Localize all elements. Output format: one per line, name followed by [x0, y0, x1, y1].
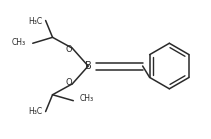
- Text: O: O: [65, 78, 72, 87]
- Text: CH₃: CH₃: [80, 94, 94, 103]
- Text: H₃C: H₃C: [28, 17, 43, 26]
- Text: B: B: [85, 61, 92, 71]
- Text: H₃C: H₃C: [28, 106, 43, 116]
- Text: O: O: [65, 45, 72, 54]
- Text: CH₃: CH₃: [12, 38, 26, 47]
